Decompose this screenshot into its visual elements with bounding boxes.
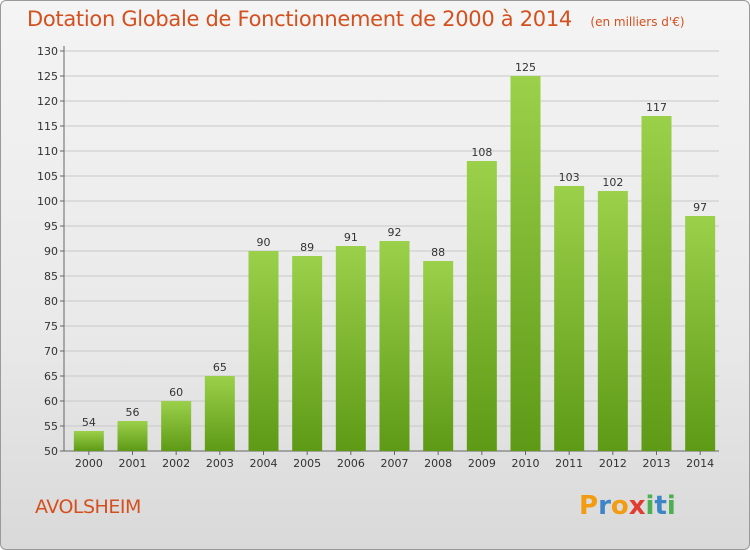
x-tick-label: 2012 [599,457,627,470]
y-tick-label: 100 [37,195,58,208]
y-tick-label: 60 [44,395,58,408]
bar-chart: 50 55 60 65 70 75 80 85 90 95 100 105 110 115 120 125 13… [37,45,719,470]
x-tick-label: 2014 [686,457,714,470]
bar [379,241,410,451]
title-row: Dotation Globale de Fonctionnement de 20… [27,7,685,31]
data-label: 103 [559,171,580,184]
x-tick-label: 2006 [337,457,365,470]
y-tick-label: 85 [44,270,58,283]
y-tick-label: 55 [44,420,58,433]
data-label: 92 [388,226,402,239]
bar [423,261,454,451]
bar [335,246,366,451]
x-tick-label: 2004 [250,457,278,470]
bar [554,186,585,451]
x-tick-label: 2010 [512,457,540,470]
data-label: 91 [344,231,358,244]
data-label: 102 [602,176,623,189]
bar [466,161,497,451]
place-name: AVOLSHEIM [35,496,141,518]
y-tick-label: 110 [37,145,58,158]
y-tick-label: 105 [37,170,58,183]
y-tick-label: 130 [37,45,58,58]
y-tick-label: 120 [37,95,58,108]
bar [248,251,279,451]
data-label: 108 [471,146,492,159]
data-label: 89 [300,241,314,254]
x-tick-label: 2003 [206,457,234,470]
data-label: 54 [82,416,96,429]
data-label: 117 [646,101,667,114]
bar [161,401,192,451]
bar [204,376,235,451]
x-tick-label: 2005 [293,457,321,470]
bar [73,431,104,451]
y-tick-label: 90 [44,245,58,258]
bar [641,116,672,451]
y-tick-label: 80 [44,295,58,308]
y-tick-label: 50 [44,445,58,458]
data-label: 88 [431,246,445,259]
data-label: 90 [257,236,271,249]
x-tick-label: 2002 [162,457,190,470]
proxiti-logo[interactable]: Proxiti [579,491,676,521]
bar [510,76,541,451]
bar [117,421,148,451]
data-labels: 54 56 60 65 90 89 91 92 88 108 125 103 102 117 97 [82,61,707,429]
bar [292,256,323,451]
y-tick-label: 95 [44,220,58,233]
data-label: 125 [515,61,536,74]
data-label: 56 [126,406,140,419]
data-label: 65 [213,361,227,374]
x-tick-label: 2008 [424,457,452,470]
data-label: 97 [693,201,707,214]
x-tick-label: 2011 [555,457,583,470]
y-tick-label: 125 [37,70,58,83]
bar [685,216,716,451]
x-tick-label: 2001 [119,457,147,470]
x-tick-label: 2007 [381,457,409,470]
x-tick-label: 2000 [75,457,103,470]
chart-subtitle: (en milliers d'€) [590,15,685,29]
y-tick-label: 65 [44,370,58,383]
bar [597,191,628,451]
x-tick-label: 2009 [468,457,496,470]
bars [73,76,716,451]
y-tick-label: 70 [44,345,58,358]
chart-title: Dotation Globale de Fonctionnement de 20… [27,7,572,31]
data-label: 60 [169,386,183,399]
y-tick-label: 115 [37,120,58,133]
y-tick-label: 75 [44,320,58,333]
x-tick-label: 2013 [643,457,671,470]
